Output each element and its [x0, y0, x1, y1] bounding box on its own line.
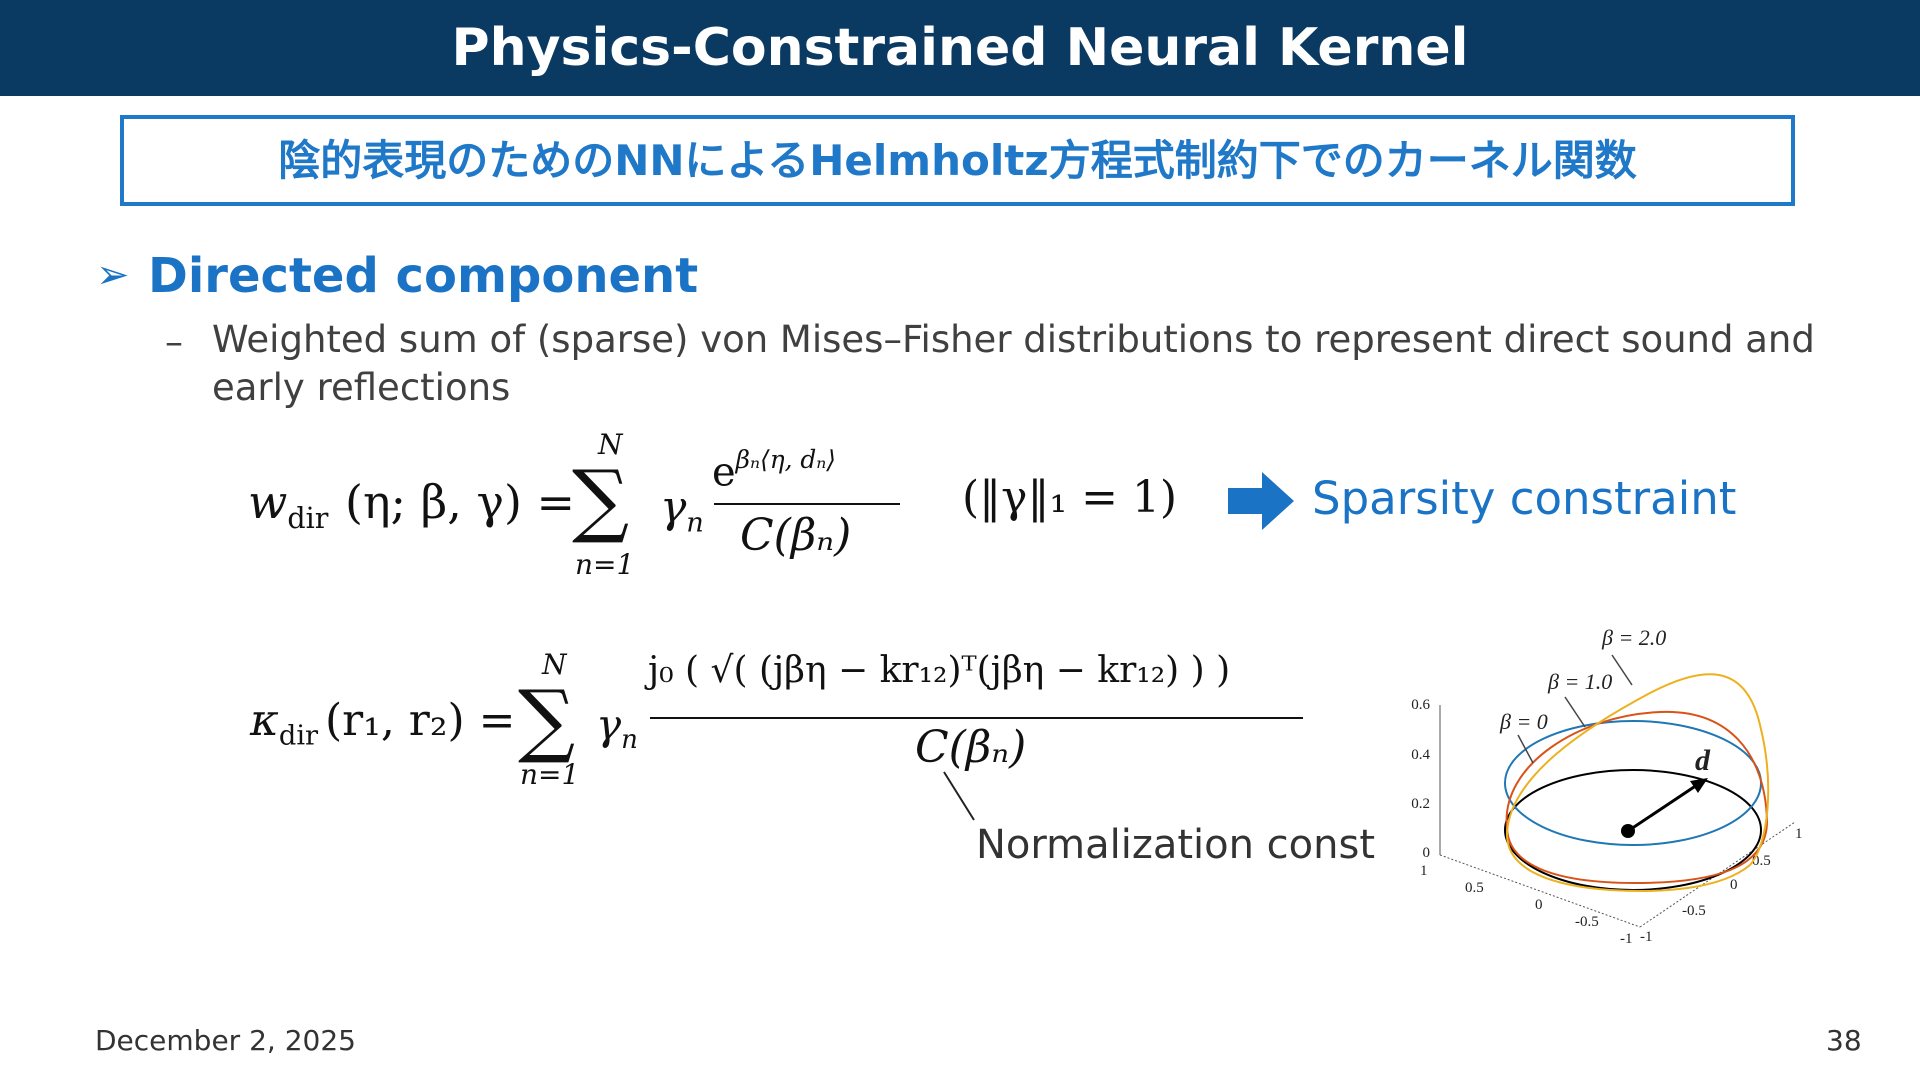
y-tick: 0 [1730, 877, 1738, 893]
x-tick: 1 [1420, 863, 1428, 879]
eq2-numerator: j₀ ( √( (jβη − kr₁₂)ᵀ(jβη − kr₁₂) ) ) [648, 650, 1231, 691]
vmf-3d-plot: 0.6 0.4 0.2 0 1 0.5 0 -0.5 -1 -1 -0.5 0 … [1411, 625, 1803, 947]
subtitle-box: 陰的表現のためのNNによるHelmholtz方程式制約下でのカーネル関数 [120, 115, 1795, 206]
sparsity-constraint-label: Sparsity constraint [1312, 472, 1737, 525]
x-tick: 0 [1535, 897, 1543, 913]
label-beta-2: β = 2.0 [1601, 625, 1666, 650]
eq1-args: (η; β, γ) = [345, 475, 576, 529]
right-arrow-icon [1228, 472, 1294, 530]
eq1-gamma: γn [660, 482, 704, 539]
bullet-text-line1: Weighted sum of (sparse) von Mises–Fishe… [212, 318, 1815, 361]
x-axis [1439, 854, 1641, 928]
z-tick: 0 [1423, 845, 1431, 861]
eq2-args: (r₁, r₂) = [325, 695, 516, 746]
page-number: 38 [1826, 1024, 1862, 1057]
y-tick: -0.5 [1682, 903, 1706, 919]
eq2-sum-bottom: n=1 [520, 758, 580, 791]
eq2-gamma: γn [596, 700, 638, 756]
x-tick: 0.5 [1465, 880, 1484, 896]
eq1-constraint: (‖γ‖₁ = 1) [962, 472, 1178, 523]
z-tick: 0.4 [1411, 747, 1430, 763]
z-tick: 0.6 [1411, 697, 1430, 713]
y-tick: -1 [1640, 929, 1653, 945]
footer-date: December 2, 2025 [95, 1024, 356, 1057]
eq1-sum-top: N [598, 428, 623, 461]
y-tick: 0.5 [1752, 853, 1771, 869]
bullet-text-line2: early reflections [212, 366, 511, 409]
annotation-pointer [943, 771, 975, 821]
sum-icon: ∑ [518, 673, 576, 766]
arrowhead-bullet-icon: ➢ [96, 252, 130, 298]
y-tick: 1 [1795, 826, 1803, 842]
normalization-const-label: Normalization const [976, 822, 1376, 868]
bullet-title: Directed component [148, 248, 699, 304]
label-beta-1: β = 1.0 [1547, 669, 1612, 694]
eq1-lhs: wdir [248, 475, 329, 535]
eq2-sum-top: N [542, 648, 567, 681]
sum-icon: ∑ [572, 453, 630, 546]
x-tick: -1 [1620, 931, 1633, 947]
vector-d-label: d [1695, 744, 1711, 777]
label-beta-0: β = 0 [1499, 709, 1548, 734]
eq2-lhs: κdir [250, 695, 319, 752]
curve-beta-2 [1505, 673, 1770, 892]
slide-title: Physics-Constrained Neural Kernel [0, 0, 1920, 96]
dash-bullet: – [165, 322, 183, 363]
x-tick: -0.5 [1575, 914, 1599, 930]
eq1-numerator: eβₙ⟨η, dₙ⟩ [712, 445, 836, 496]
eq1-fraction-bar [714, 503, 900, 505]
eq1-sum-bottom: n=1 [575, 548, 635, 581]
z-tick: 0.2 [1411, 796, 1430, 812]
eq2-fraction-bar [650, 717, 1303, 719]
eq2-denominator: C(βₙ) [915, 722, 1027, 773]
eq1-denominator: C(βₙ) [740, 510, 852, 561]
